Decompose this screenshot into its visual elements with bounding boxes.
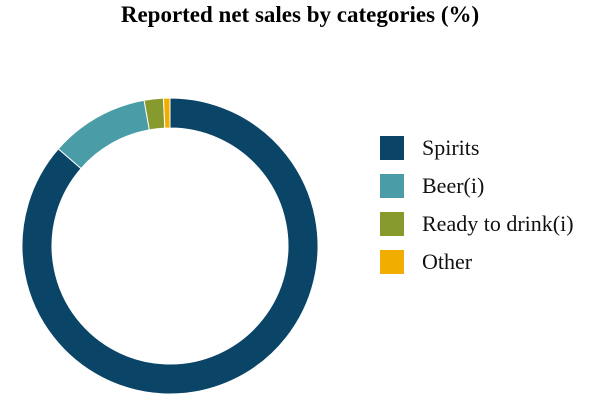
legend-swatch-other — [380, 250, 404, 274]
donut-slice-beer-i — [57, 99, 150, 170]
donut-slice-other — [162, 97, 171, 129]
legend-label: Beer(i) — [422, 173, 485, 198]
legend-swatch-ready-to-drink — [380, 212, 404, 236]
chart-title: Reported net sales by categories (%) — [120, 2, 480, 27]
legend-label: Other — [422, 249, 473, 274]
legend-item-spirits: Spirits — [380, 129, 574, 167]
legend-swatch-beer — [380, 174, 404, 198]
legend-swatch-spirits — [380, 136, 404, 160]
legend-item-other: Other — [380, 243, 574, 281]
legend-item-beer: Beer(i) — [380, 167, 574, 205]
legend-label: Spirits — [422, 135, 480, 160]
legend-label: Ready to drink(i) — [422, 211, 574, 236]
donut-slices — [21, 97, 319, 395]
legend-item-ready-to-drink: Ready to drink(i) — [380, 205, 574, 243]
legend: Spirits Beer(i) Ready to drink(i) Other — [380, 129, 574, 281]
donut-slice-spirits — [21, 97, 319, 395]
